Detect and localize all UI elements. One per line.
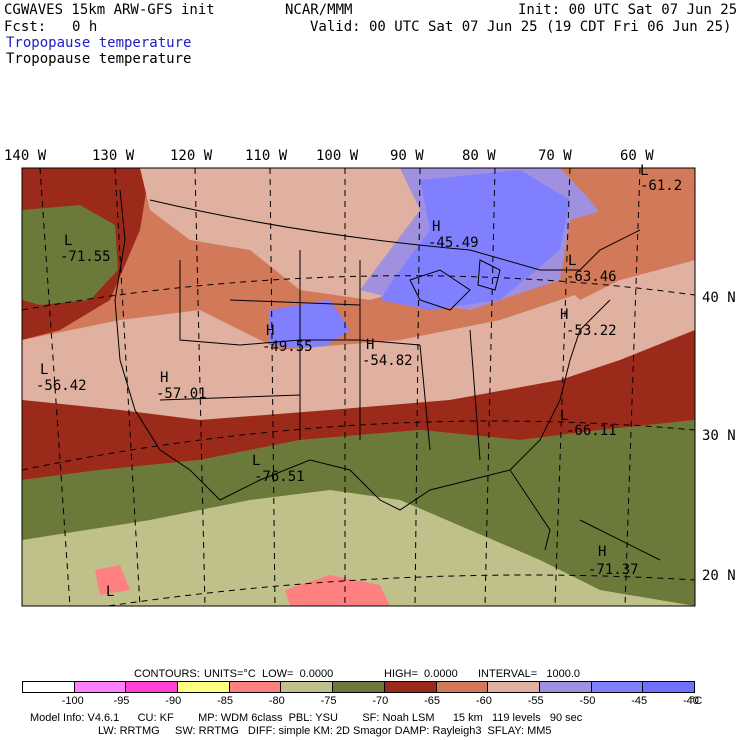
extremum-type: L <box>560 408 569 424</box>
colorbar-swatch <box>178 682 230 692</box>
model-info-line1: Model Info: V4.6.1 CU: KF MP: WDM 6class… <box>30 712 583 724</box>
extremum-value: -57.01 <box>156 386 207 402</box>
colorbar-swatch <box>436 682 489 692</box>
extremum-value: -49.55 <box>262 339 313 355</box>
model-title: CGWAVES 15km ARW-GFS init <box>4 2 215 18</box>
contour-low: LOW= 0.0000 <box>262 668 334 680</box>
graticule <box>22 168 695 606</box>
lon-label: 130 W <box>92 148 135 164</box>
lon-label: 120 W <box>170 148 213 164</box>
field-title-blue: Tropopause temperature <box>6 35 192 51</box>
contour-interval: INTERVAL= 1000.0 <box>478 668 581 680</box>
extremum-type: H <box>366 337 375 353</box>
colorbar-swatch <box>74 682 127 692</box>
extremum-value: -66.11 <box>566 423 617 439</box>
lon-label: 60 W <box>620 148 654 164</box>
valid-time: Valid: 00 UTC Sat 07 Jun 25 (19 CDT Fri … <box>310 19 732 35</box>
lon-label: 140 W <box>4 148 47 164</box>
colorbar-tick-label: -65 <box>424 695 441 707</box>
extremum-type: H <box>560 307 569 323</box>
extremum-value: -63.46 <box>566 269 617 285</box>
contour-units: UNITS=°C <box>204 668 256 680</box>
colorbar-tick-label: -70 <box>372 695 389 707</box>
lat-label: 30 N <box>702 428 736 444</box>
colorbar-swatch <box>229 682 282 692</box>
colorbar-unit: °C <box>690 695 703 707</box>
lon-label: 90 W <box>390 148 424 164</box>
colorbar-swatch <box>643 682 694 692</box>
extremum-type: L <box>40 362 49 378</box>
colorbar-tick-label: -50 <box>579 695 596 707</box>
colorbar-swatch <box>281 682 334 692</box>
extremum-value: -45.49 <box>428 235 479 251</box>
extremum-type: L <box>252 453 261 469</box>
source-label: NCAR/MMM <box>285 2 353 18</box>
colorbar-tick-label: -80 <box>268 695 285 707</box>
extremum-type: H <box>160 370 169 386</box>
extremum-value: -71.37 <box>588 562 639 578</box>
lon-label: 70 W <box>538 148 572 164</box>
lat-label: 40 N <box>702 290 736 306</box>
colorbar-swatch <box>539 682 592 692</box>
extremum-type: L <box>106 584 115 600</box>
extremum-value: -56.42 <box>36 378 87 394</box>
colorbar-tick-label: -85 <box>217 695 233 707</box>
extremum-value: -61.2 <box>640 178 683 194</box>
colorbar-swatch <box>488 682 540 692</box>
lon-label: 80 W <box>462 148 496 164</box>
extremum-type: H <box>598 544 607 560</box>
colorbar-tick-label: -100 <box>61 695 84 707</box>
extremum-value: -71.55 <box>60 249 111 265</box>
fcst-value: 0 h <box>72 19 98 35</box>
lon-label: 100 W <box>316 148 359 164</box>
extremum-type: L <box>568 253 577 269</box>
map-outlines <box>114 189 661 561</box>
extremum-type: H <box>266 323 275 339</box>
colorbar-tick-label: -55 <box>527 695 544 707</box>
field-title-black: Tropopause temperature <box>6 51 192 67</box>
colorbar-tick-label: -60 <box>475 695 492 707</box>
init-time: Init: 00 UTC Sat 07 Jun 25 <box>518 2 738 18</box>
extremum-value: -76.51 <box>254 469 305 485</box>
fcst-label: Fcst: <box>4 19 47 35</box>
lon-label: 110 W <box>245 148 288 164</box>
lat-label: 20 N <box>702 568 736 584</box>
contours-label: CONTOURS: <box>134 668 200 680</box>
colorbar-swatch <box>333 682 385 692</box>
extremum-type: H <box>432 219 441 235</box>
colorbar-tick-label: -45 <box>631 695 648 707</box>
colorbar-tick-label: -75 <box>320 695 337 707</box>
extremum-type: L <box>64 233 73 249</box>
temperature-fill <box>22 168 695 606</box>
extremum-value: -54.82 <box>362 353 413 369</box>
colorbar-tick-label: -90 <box>165 695 182 707</box>
colorbar-swatch <box>591 682 644 692</box>
colorbar-swatch <box>126 682 179 692</box>
colorbar <box>22 681 695 693</box>
colorbar-tick-label: -95 <box>113 695 130 707</box>
colorbar-tick-label: -40 <box>683 695 699 707</box>
model-info-line2: LW: RRTMG SW: RRTMG DIFF: simple KM: 2D … <box>98 725 552 737</box>
extremum-value: -53.22 <box>566 323 617 339</box>
extremum-type: L <box>640 163 649 179</box>
colorbar-swatch <box>23 682 75 692</box>
contour-high: HIGH= 0.0000 <box>384 668 458 680</box>
colorbar-swatch <box>384 682 437 692</box>
